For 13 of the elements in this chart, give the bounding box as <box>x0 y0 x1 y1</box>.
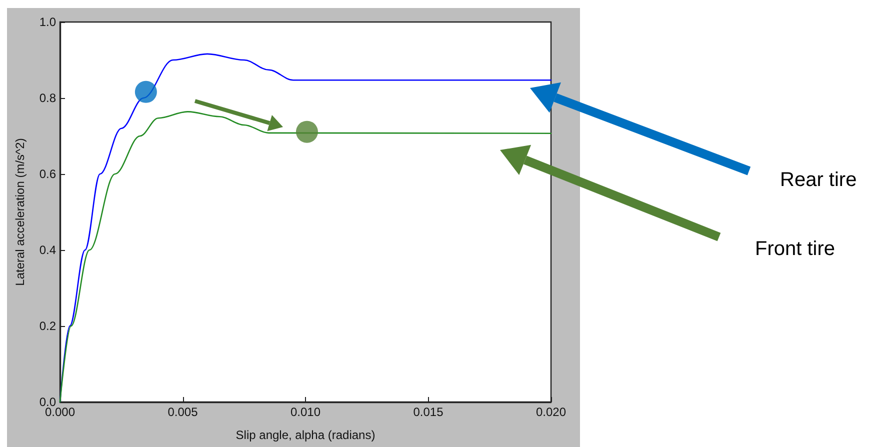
x-tick-label: 0.010 <box>290 405 321 419</box>
y-tick-label: 0.8 <box>39 91 56 105</box>
y-tick-label: 0.2 <box>39 319 56 333</box>
y-axis-title: Lateral acceleration (m/s^2) <box>13 138 27 286</box>
x-tick-label: 0.015 <box>413 405 444 419</box>
x-tick-label: 0.005 <box>168 405 198 419</box>
x-axis-title: Slip angle, alpha (radians) <box>236 428 376 442</box>
y-tick-label: 0.4 <box>39 243 56 257</box>
text: Front tire <box>755 238 836 260</box>
text: Rear tire <box>780 169 857 191</box>
y-tick-label: 0.6 <box>39 167 56 181</box>
x-tick-label: 0.020 <box>536 405 566 419</box>
y-tick-label: 1.0 <box>39 15 56 29</box>
